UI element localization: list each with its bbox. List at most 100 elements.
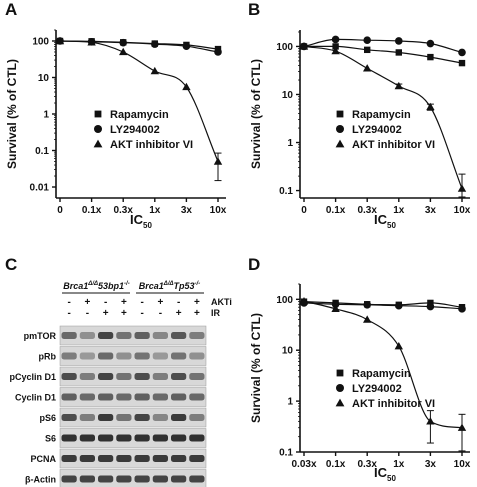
blot-band-pmtor [98,332,114,339]
data-point-akt-inhibitor-vi-d [457,423,467,431]
blot-band-prb [98,352,114,360]
blot-band-pcna [134,455,150,462]
group-header-tp53-gene1: Brca1 [139,281,164,291]
x-axis-title-d: IC50 [374,465,396,483]
data-point-ly294002-b [395,37,403,45]
y-tick-label-a: 100 [32,36,49,47]
blot-strip-ps6 [59,407,207,428]
y-axis-title-a: Survival (% of CTL) [5,59,19,169]
data-point-ly294002-a [119,38,127,47]
x-tick-label-b: 0.1x [326,205,346,216]
x-axis-title-main-b: IC [374,212,388,227]
blot-band-prb [134,352,150,360]
x-tick-label-b: 3x [425,205,437,216]
data-point-ly294002-a [182,42,191,50]
data-point-rapamycin-b [364,46,371,54]
blot-band-pcyclin-d1 [116,373,132,380]
treatment-sign: + [121,308,127,319]
blot-band-pmtor [79,332,95,339]
legend-label-akt-inhibitor-vi-b: AKT inhibitor VI [352,139,435,151]
blot-strip-pmtor [59,325,207,346]
x-tick-label-b: 10x [454,205,471,216]
blot-strip-prb [59,346,207,366]
x-tick-label-b: 0.3x [357,205,377,216]
x-tick-label-a: 0.1x [82,205,102,216]
x-axis-title-sub-b: 50 [387,221,396,230]
blot-band--actin [61,475,77,483]
treatment-sign: + [194,308,200,319]
blot-band-pcna [98,455,114,462]
blot-row-label-prb: pRb [39,352,57,362]
legend-marker-rapamycin-d [336,369,344,377]
data-point-ly294002-a [151,40,159,48]
data-point-akt-inhibitor-vi-a [55,36,65,45]
data-point-rapamycin-b [332,43,339,50]
y-tick-label-a: 1 [43,110,49,121]
blot-band--actin [134,475,150,483]
data-point-ly294002-a [214,48,222,56]
panel-letter-d: D [248,255,261,274]
data-point-akt-inhibitor-vi-b [394,81,403,90]
blot-band-s6 [134,434,150,442]
group-header-53bp1-gene2: 53bp1 [98,281,124,291]
blot-band-ps6 [171,414,187,421]
blot-band-pmtor [189,332,205,339]
data-point-ly294002-b [458,48,466,57]
chart-a: 0.01 0.1 1 10 100 0 0.1x 0.3x 1x 3x 10x Survival (%… [5,29,227,230]
blot-band-pmtor [134,332,150,339]
group-header-53bp1-gene1: Brca1 [63,281,88,291]
blot-band-ps6 [134,414,150,421]
blot-row-label-pcna: PCNA [30,454,56,464]
treatment-sign: + [176,308,182,319]
blot-band-ps6 [189,414,205,421]
blot-band-pcna [79,455,95,462]
data-point-akt-inhibitor-vi-b [426,102,435,111]
treatment-sign: + [121,297,127,308]
treatment-sign: + [103,308,109,319]
blot-band-cyclin-d1 [189,393,205,401]
legend-marker-rapamycin-a [94,110,102,118]
treatment-sign: - [177,297,180,308]
legend-label-ly294002-d: LY294002 [352,383,402,395]
blot-row-label-cyclin-d1: Cyclin D1 [15,393,56,403]
blot-band-s6 [116,434,132,442]
treatment-sign: - [159,308,162,319]
blot-band-ps6 [116,414,132,421]
blot-strip-cyclin-d1 [59,387,207,407]
y-tick-label-b: 10 [282,90,294,101]
y-tick-label-a: 0.01 [30,183,50,194]
x-tick-label-a: 1x [149,205,161,216]
blot-band-pcyclin-d1 [189,373,205,380]
treatment-sign: - [104,297,107,308]
group-header-53bp1-sup2: -/- [124,281,130,287]
x-axis-title-main-a: IC [130,212,144,227]
data-point-akt-inhibitor-vi-a [150,66,159,75]
blot-strip-pcyclin-d1 [59,366,207,387]
blot-band-cyclin-d1 [98,393,114,401]
blot-band-prb [171,352,187,360]
legend-marker-akt-inhibitor-vi-b [335,139,345,148]
group-header-tp53-sup2: -/- [195,281,201,287]
blot-band-pcyclin-d1 [171,373,187,380]
x-tick-label-a: 0.3x [113,205,133,216]
data-point-akt-inhibitor-vi-a [87,38,96,46]
blot-strip-pcna [59,448,207,469]
blot-band-s6 [171,434,187,442]
blot-band--actin [171,475,187,483]
legend-marker-akt-inhibitor-vi-a [93,139,103,148]
group-header-tp53-sup1: Δ/Δ [163,281,174,287]
blot-band-prb [61,352,77,360]
blot-strip-s6 [59,428,207,448]
blot-band-s6 [79,434,95,442]
blot-band--actin [116,475,132,483]
x-axis-title-sub-a: 50 [143,221,152,230]
legend-marker-ly294002-b [336,125,344,133]
data-point-ly294002-b [363,36,372,44]
chart-b: 0.1 1 10 100 0 0.1x 0.3x 1x 3x 10x Survival (% of … [249,30,471,230]
x-tick-label-d: 0.3x [357,459,377,470]
blot-band-prb [116,352,132,360]
blot-band-pmtor [152,332,168,339]
blot-row-label-pmtor: pmTOR [24,331,57,341]
blot-band-ps6 [79,414,95,421]
legend-marker-ly294002-d [336,384,344,392]
